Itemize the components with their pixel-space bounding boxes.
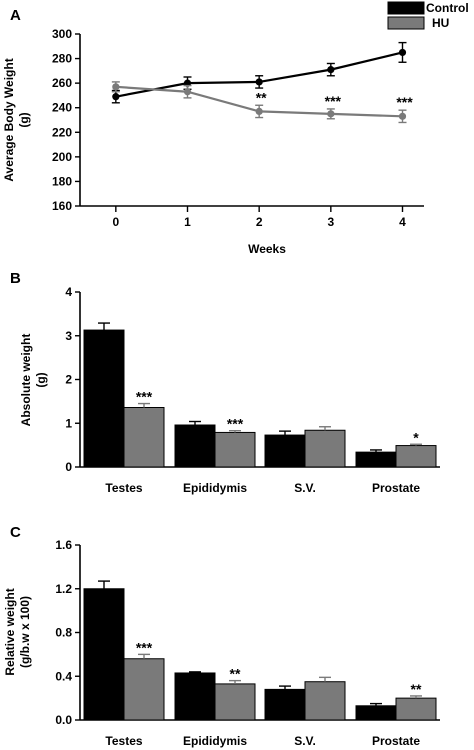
panel-a-letter: A xyxy=(10,7,21,24)
data-point-control xyxy=(327,66,335,74)
significance-marker: *** xyxy=(325,93,342,109)
panel-c-x-tick-label: Prostate xyxy=(372,734,420,748)
panel-b-letter: B xyxy=(10,270,21,287)
panel-a-x-tick-label: 3 xyxy=(327,215,334,229)
panel-c-letter: C xyxy=(10,524,21,541)
panel-b-x-tick-label: Prostate xyxy=(372,481,420,495)
panel-c-y-axis-title-line: Relative weight xyxy=(3,588,17,675)
bar-control xyxy=(83,588,125,721)
panel-b-x-tick-label: Testes xyxy=(105,481,142,495)
panel-a-y-tick-label: 160 xyxy=(52,199,72,213)
panel-c-y-tick-label: 1.6 xyxy=(55,538,72,552)
panel-b-bar-chart: B 0 1 2 3 4 Absolute weight(g) Testes *** Epididy… xyxy=(10,270,440,495)
bar-control xyxy=(355,451,397,468)
data-point-hu xyxy=(112,83,120,91)
data-point-hu xyxy=(398,112,407,120)
panel-a-y-tick-label: 220 xyxy=(52,125,72,139)
data-point-control xyxy=(255,78,263,86)
significance-marker: *** xyxy=(396,94,413,110)
bar-control xyxy=(174,424,216,468)
panel-c-bar-chart: C 0.0 0.4 0.8 1.2 1.6 Relative weight(g/b.w x … xyxy=(3,524,440,748)
bar-hu xyxy=(123,407,165,468)
panel-a-x-tick-label: 0 xyxy=(112,215,119,229)
panel-c-y-tick-label: 0.0 xyxy=(55,713,72,727)
significance-marker: *** xyxy=(136,639,153,655)
panel-b-y-tick-label: 1 xyxy=(65,416,72,430)
panel-b-y-tick-label: 0 xyxy=(65,460,72,474)
bar-control xyxy=(264,688,306,721)
legend-swatch-hu xyxy=(387,16,425,30)
panel-a-y-tick-label: 260 xyxy=(52,76,72,90)
panel-a-y-axis-title-line: (g) xyxy=(17,112,31,127)
bar-control xyxy=(83,329,125,468)
bar-hu xyxy=(304,681,346,721)
panel-a-x-axis-title: Weeks xyxy=(248,242,286,256)
panel-a-y-tick-label: 280 xyxy=(52,52,72,66)
significance-marker: ** xyxy=(256,89,267,105)
panel-b-y-tick-label: 2 xyxy=(65,373,72,387)
panel-a-y-tick-label: 240 xyxy=(52,101,72,115)
bar-hu xyxy=(395,697,437,721)
bar-hu xyxy=(214,431,256,468)
panel-c-y-axis-title: Relative weight(g/b.w x 100) xyxy=(3,588,32,675)
panel-a-y-axis-title: Average Body Weight(g) xyxy=(2,58,31,181)
panel-b-y-tick-label: 4 xyxy=(65,285,72,299)
panel-c-x-tick-label: S.V. xyxy=(294,734,316,748)
significance-marker: ** xyxy=(411,681,422,697)
panel-c-y-tick-label: 0.8 xyxy=(55,626,72,640)
panel-a-y-axis-title-line: Average Body Weight xyxy=(2,58,16,181)
panel-b-y-axis-title: Absolute weight(g) xyxy=(19,334,48,427)
data-point-hu xyxy=(183,88,192,96)
panel-b-y-axis-title-line: (g) xyxy=(34,372,48,387)
panel-a-y-tick-label: 180 xyxy=(52,174,72,188)
bar-control xyxy=(355,705,397,721)
legend-label-hu: HU xyxy=(432,16,449,30)
significance-marker: ** xyxy=(230,666,241,682)
bar-control xyxy=(264,434,306,468)
bar-control xyxy=(174,672,216,721)
panel-b-y-tick-label: 3 xyxy=(65,329,72,343)
bar-hu xyxy=(214,683,256,721)
legend: Control HU xyxy=(387,1,469,30)
legend-label-control: Control xyxy=(426,1,469,15)
panel-c-y-axis-title-line: (g/b.w x 100) xyxy=(18,596,32,668)
panel-c-y-tick-label: 0.4 xyxy=(55,669,72,683)
data-point-control xyxy=(112,93,120,101)
bar-hu xyxy=(395,445,437,468)
panel-c-y-tick-label: 1.2 xyxy=(55,582,72,596)
significance-marker: *** xyxy=(136,389,153,405)
panel-a-x-tick-label: 4 xyxy=(399,215,406,229)
panel-a-y-tick-label: 200 xyxy=(52,150,72,164)
panel-b-x-tick-label: Epididymis xyxy=(183,481,247,495)
significance-marker: * xyxy=(413,429,419,445)
panel-b-x-tick-label: S.V. xyxy=(294,481,316,495)
panel-a-x-tick-label: 1 xyxy=(184,215,191,229)
panel-c-x-tick-label: Testes xyxy=(105,734,142,748)
panel-b-y-axis-title-line: Absolute weight xyxy=(19,334,33,427)
data-point-control xyxy=(398,48,407,57)
panel-a-x-tick-label: 2 xyxy=(256,215,263,229)
bar-hu xyxy=(304,429,346,468)
panel-a-y-tick-label: 300 xyxy=(52,27,72,41)
data-point-hu xyxy=(327,110,335,118)
bar-hu xyxy=(123,658,165,721)
legend-swatch-control xyxy=(387,1,425,15)
data-point-hu xyxy=(255,107,263,115)
panel-c-x-tick-label: Epididymis xyxy=(183,734,247,748)
significance-marker: *** xyxy=(227,416,244,432)
